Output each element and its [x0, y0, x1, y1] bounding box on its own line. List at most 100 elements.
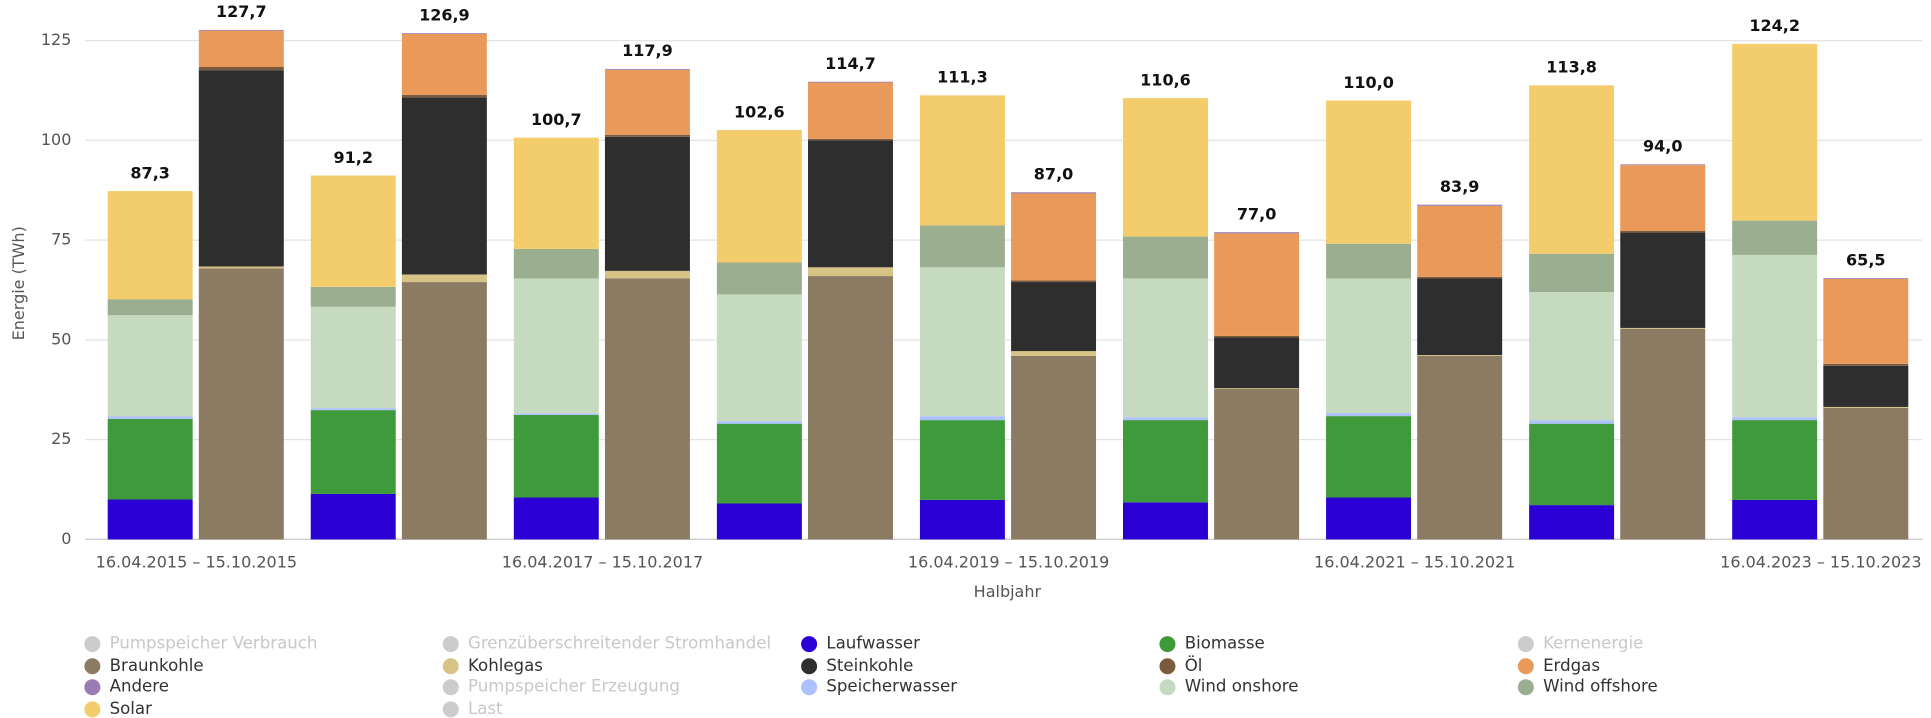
legend-marker[interactable] [84, 658, 101, 675]
bar-segment [1732, 43, 1818, 221]
bar-segment [1620, 230, 1706, 233]
bar-segment [919, 420, 1005, 500]
bar-segment [1011, 193, 1097, 281]
legend-label[interactable]: Öl [1185, 656, 1203, 675]
bar-segment [1529, 85, 1615, 254]
legend-marker[interactable] [442, 658, 459, 675]
bar-segment [1011, 282, 1097, 352]
bar-segment [604, 134, 690, 137]
x-tick-label: 16.04.2019 – 15.10.2019 [908, 552, 1109, 571]
legend-label[interactable]: Biomasse [1185, 634, 1265, 653]
bar-segment [1620, 165, 1706, 231]
x-tick-label: 16.04.2021 – 15.10.2021 [1314, 552, 1515, 571]
bar-segment [401, 274, 487, 283]
legend-label[interactable]: Andere [110, 677, 169, 696]
bar-segment [513, 413, 599, 415]
bar-segment [1417, 278, 1503, 356]
legend-label[interactable]: Wind offshore [1543, 677, 1658, 696]
bar-segment [1011, 351, 1097, 356]
legend-label[interactable]: Solar [110, 699, 152, 718]
legend-label[interactable]: Steinkohle [826, 656, 913, 675]
bar-segment [919, 225, 1005, 268]
legend-label[interactable]: Kernenergie [1543, 634, 1643, 653]
legend-marker[interactable] [801, 636, 818, 653]
bar-segment [919, 267, 1005, 417]
legend-label[interactable]: Last [468, 699, 503, 718]
bar-segment [198, 70, 284, 267]
bar-segment [107, 299, 193, 316]
legend-label[interactable]: Speicherwasser [826, 677, 957, 696]
legend-marker[interactable] [1517, 658, 1534, 675]
total-label: 110,6 [1140, 70, 1191, 89]
bar-segment [198, 266, 284, 269]
bar-segment [310, 175, 396, 287]
y-tick-label: 25 [51, 429, 71, 448]
bar-segment [716, 421, 802, 424]
bar-segment [1214, 337, 1300, 389]
legend-marker[interactable] [442, 679, 459, 696]
bar-segment [1620, 328, 1706, 540]
bar-segment [107, 416, 193, 419]
legend-label[interactable]: Grenzüberschreitender Stromhandel [468, 634, 771, 653]
bar-segment [310, 306, 396, 409]
legend-label[interactable]: Pumpspeicher Erzeugung [468, 677, 680, 696]
y-tick-label: 50 [51, 329, 71, 348]
bar-segment [1732, 420, 1818, 500]
bar-segment [919, 95, 1005, 226]
legend-marker[interactable] [84, 701, 101, 718]
legend-marker[interactable] [84, 636, 101, 653]
bar-segment [1122, 278, 1208, 418]
legend-marker[interactable] [442, 701, 459, 718]
bar-segment [198, 29, 284, 31]
legend-label[interactable]: Wind onshore [1185, 677, 1299, 696]
legend-label[interactable]: Pumpspeicher Verbrauch [110, 634, 318, 653]
bar-segment [513, 278, 599, 414]
bar-segment [1122, 420, 1208, 503]
bar-segment [1122, 417, 1208, 421]
bar-segment [1326, 412, 1412, 417]
total-label: 111,3 [937, 68, 988, 87]
bar-segment [1326, 416, 1412, 498]
bar-segment [919, 499, 1005, 540]
legend-label[interactable]: Erdgas [1543, 656, 1600, 675]
bar-segment [1620, 164, 1706, 166]
bar-segment [1326, 243, 1412, 279]
bar-segment [1214, 232, 1300, 234]
bar-segment [1214, 233, 1300, 336]
legend-marker[interactable] [801, 679, 818, 696]
bar-segment [107, 499, 193, 540]
bar-segment [310, 408, 396, 411]
bar-segment [1326, 278, 1412, 413]
bar-segment [1823, 407, 1909, 540]
legend-label[interactable]: Laufwasser [826, 634, 920, 653]
legend-marker[interactable] [1159, 679, 1176, 696]
total-label: 124,2 [1749, 16, 1800, 35]
legend-marker[interactable] [1517, 679, 1534, 696]
bar-segment [1326, 100, 1412, 244]
bar-segment [604, 278, 690, 540]
bar-segment [401, 282, 487, 540]
bar-segment [1620, 232, 1706, 328]
legend-marker[interactable] [1159, 658, 1176, 675]
bar-segment [1011, 192, 1097, 194]
bar-segment [1011, 355, 1097, 540]
bar-segment [401, 97, 487, 275]
bar-segment [808, 82, 893, 139]
bar-segment [1823, 406, 1909, 408]
legend-marker[interactable] [84, 679, 101, 696]
total-label: 100,7 [531, 110, 582, 129]
legend-label[interactable]: Kohlegas [468, 656, 543, 675]
legend-marker[interactable] [1517, 636, 1534, 653]
total-label: 113,8 [1546, 58, 1597, 77]
legend-label[interactable]: Braunkohle [110, 656, 204, 675]
bar-segment [1417, 276, 1503, 279]
bar-segment [1214, 335, 1300, 338]
bar-segment [604, 69, 690, 135]
legend-marker[interactable] [442, 636, 459, 653]
legend-marker[interactable] [801, 658, 818, 675]
bar-segment [1529, 505, 1615, 540]
legend-marker[interactable] [1159, 636, 1176, 653]
bar-segment [1011, 280, 1097, 283]
total-label: 77,0 [1237, 204, 1276, 223]
bar-segment [401, 33, 487, 95]
